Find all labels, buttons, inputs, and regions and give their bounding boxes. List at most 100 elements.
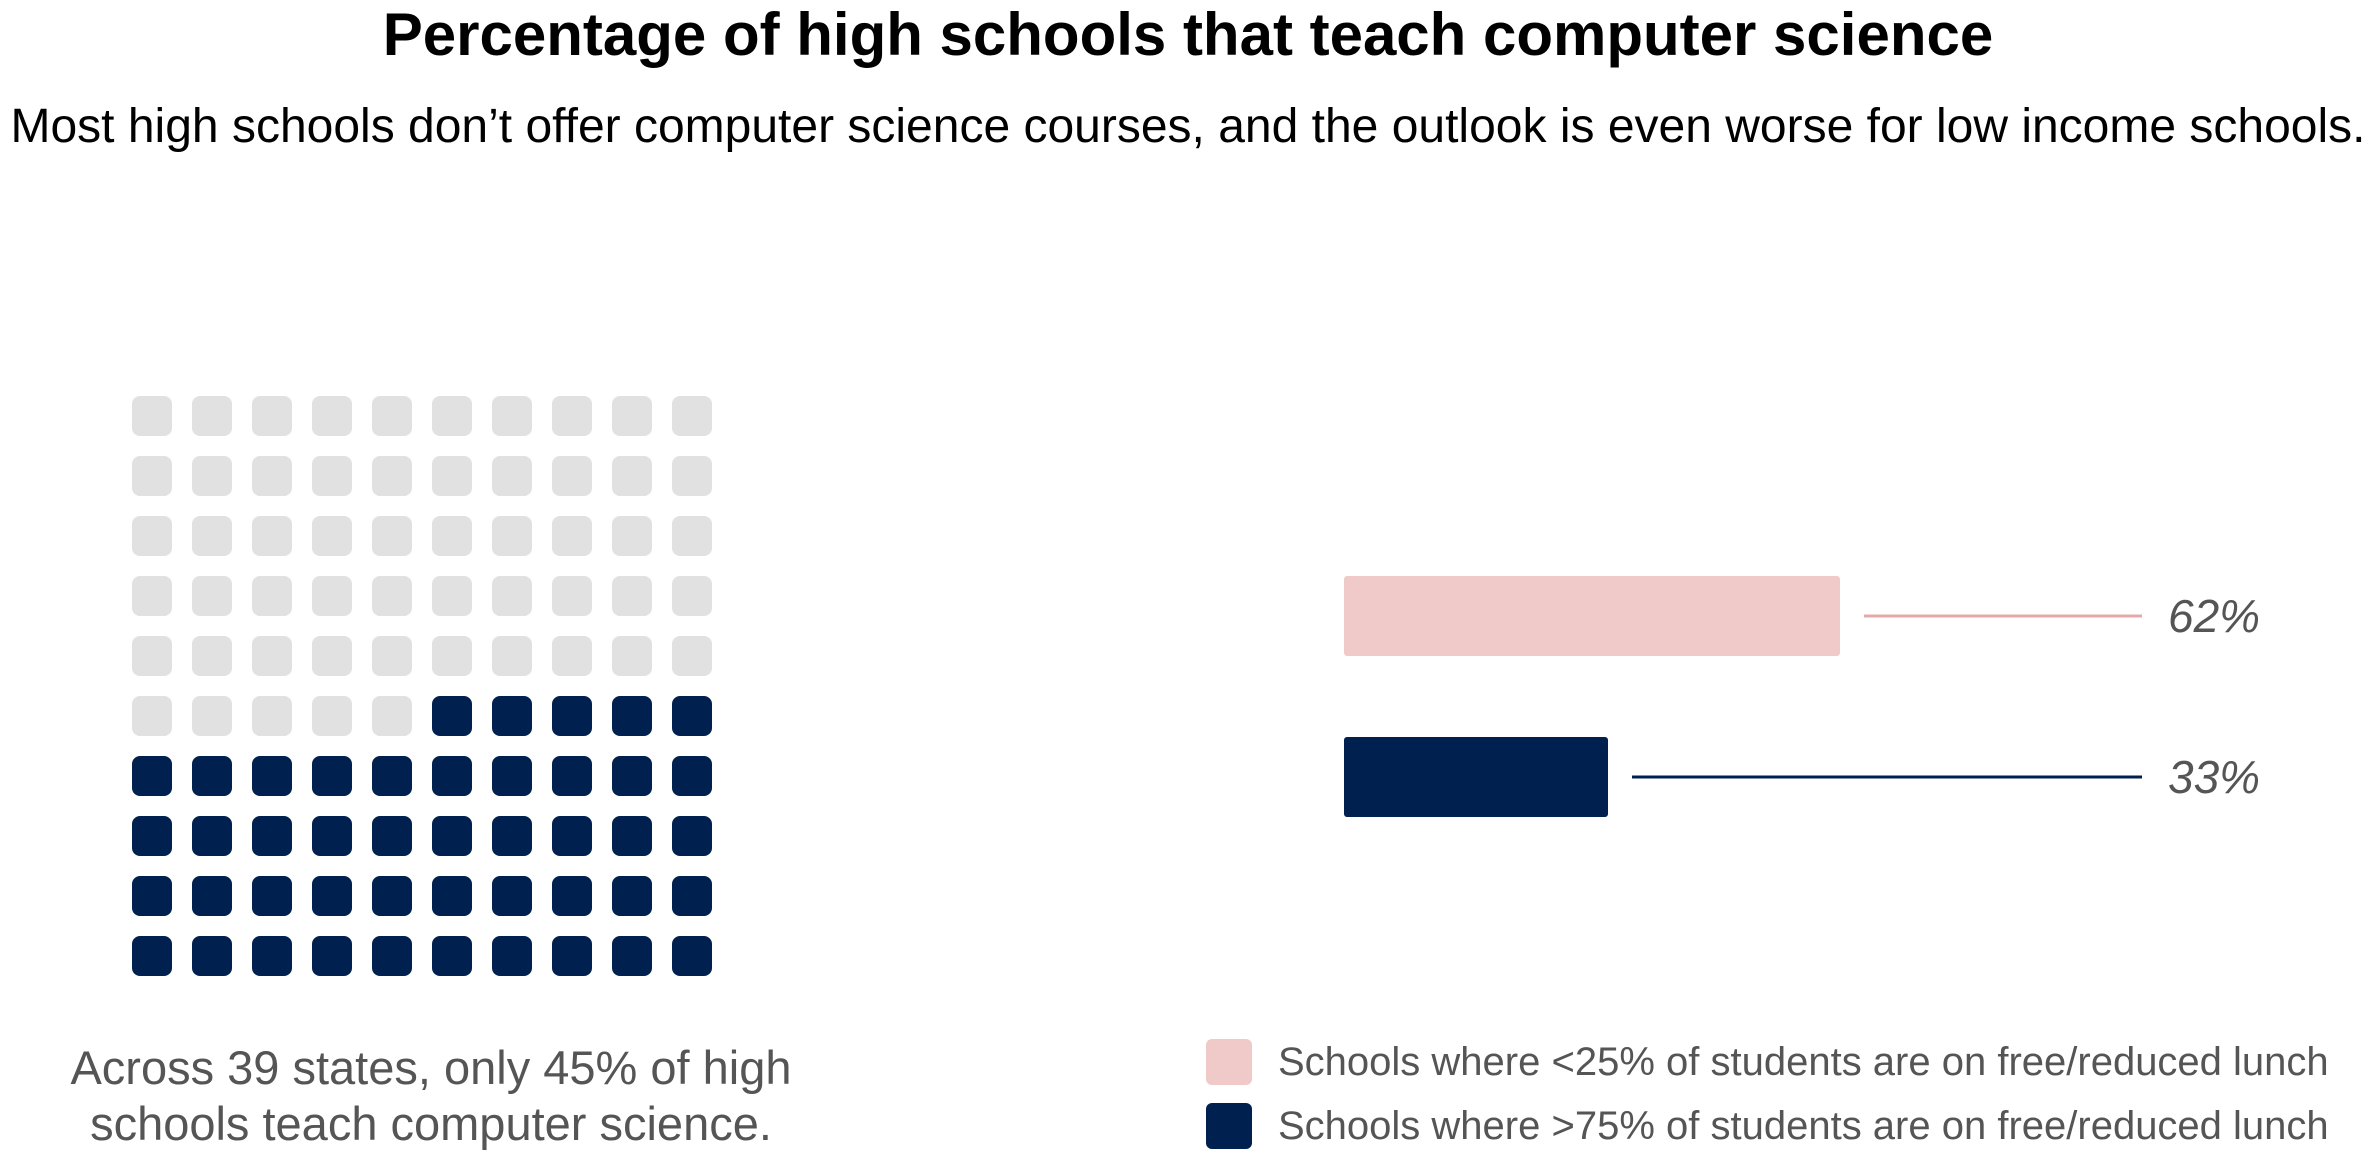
waffle-cell-filled: [672, 756, 712, 796]
waffle-cell-empty: [552, 456, 592, 496]
waffle-cell-filled: [492, 816, 532, 856]
waffle-cell-empty: [612, 456, 652, 496]
waffle-cell-filled: [492, 696, 532, 736]
waffle-cell-empty: [312, 636, 352, 676]
data-label-high-free-lunch: 33%: [2168, 751, 2260, 803]
waffle-cell-empty: [132, 396, 172, 436]
waffle-cell-filled: [552, 696, 592, 736]
waffle-cell-filled: [672, 936, 712, 976]
waffle-cell-filled: [552, 816, 592, 856]
waffle-cell-empty: [432, 456, 472, 496]
waffle-cell-filled: [672, 696, 712, 736]
waffle-cell-empty: [492, 636, 532, 676]
waffle-cell-filled: [552, 756, 592, 796]
waffle-cell-filled: [432, 756, 472, 796]
legend-label-high-free-lunch: Schools where >75% of students are on fr…: [1278, 1103, 2329, 1148]
waffle-cell-filled: [132, 936, 172, 976]
waffle-cell-empty: [192, 456, 232, 496]
legend-swatch-high-free-lunch: [1206, 1103, 1252, 1149]
waffle-cell-filled: [312, 756, 352, 796]
waffle-cell-filled: [132, 756, 172, 796]
waffle-cell-filled: [552, 876, 592, 916]
waffle-cell-filled: [192, 816, 232, 856]
chart-title: Percentage of high schools that teach co…: [382, 1, 1994, 68]
bar-low-free-lunch: [1344, 576, 1840, 656]
waffle-cell-filled: [252, 936, 292, 976]
waffle-cell-filled: [132, 876, 172, 916]
waffle-cell-filled: [492, 936, 532, 976]
waffle-cell-empty: [552, 396, 592, 436]
bar-high-free-lunch: [1344, 737, 1608, 817]
waffle-cell-empty: [672, 636, 712, 676]
waffle-grid: [132, 396, 712, 976]
waffle-cell-filled: [612, 936, 652, 976]
waffle-cell-empty: [612, 396, 652, 436]
waffle-cell-filled: [672, 876, 712, 916]
waffle-cell-filled: [432, 936, 472, 976]
waffle-cell-empty: [672, 576, 712, 616]
waffle-cell-filled: [192, 756, 232, 796]
waffle-cell-empty: [252, 636, 292, 676]
waffle-cell-filled: [312, 876, 352, 916]
waffle-cell-empty: [492, 576, 532, 616]
waffle-cell-empty: [252, 456, 292, 496]
waffle-cell-empty: [492, 396, 532, 436]
waffle-cell-filled: [492, 876, 532, 916]
waffle-cell-filled: [192, 876, 232, 916]
waffle-cell-filled: [372, 756, 412, 796]
waffle-cell-empty: [612, 636, 652, 676]
waffle-cell-filled: [372, 936, 412, 976]
waffle-cell-empty: [312, 696, 352, 736]
waffle-cell-empty: [252, 396, 292, 436]
chart-subtitle: Most high schools don’t offer computer s…: [10, 100, 2366, 153]
waffle-cell-filled: [672, 816, 712, 856]
waffle-cell-filled: [432, 696, 472, 736]
legend-item-high-free-lunch: Schools where >75% of students are on fr…: [1206, 1094, 2366, 1158]
waffle-cell-empty: [132, 696, 172, 736]
waffle-cell-empty: [492, 516, 532, 556]
waffle-cell-empty: [192, 396, 232, 436]
waffle-cell-filled: [612, 876, 652, 916]
waffle-cell-empty: [312, 576, 352, 616]
bar-chart: 62% 33%: [1344, 576, 2260, 817]
waffle-cell-empty: [612, 576, 652, 616]
waffle-cell-empty: [192, 696, 232, 736]
waffle-cell-empty: [132, 576, 172, 616]
waffle-cell-filled: [132, 816, 172, 856]
waffle-cell-empty: [672, 396, 712, 436]
data-label-low-free-lunch: 62%: [2168, 590, 2260, 642]
waffle-cell-filled: [252, 816, 292, 856]
waffle-cell-empty: [132, 516, 172, 556]
waffle-cell-empty: [372, 636, 412, 676]
waffle-cell-empty: [432, 516, 472, 556]
waffle-cell-empty: [252, 696, 292, 736]
waffle-cell-empty: [612, 516, 652, 556]
waffle-cell-empty: [672, 516, 712, 556]
waffle-cell-empty: [252, 576, 292, 616]
waffle-cell-filled: [192, 936, 232, 976]
waffle-cell-empty: [132, 636, 172, 676]
waffle-cell-empty: [312, 456, 352, 496]
waffle-cell-filled: [612, 756, 652, 796]
waffle-cell-empty: [552, 636, 592, 676]
waffle-cell-empty: [492, 456, 532, 496]
legend-item-low-free-lunch: Schools where <25% of students are on fr…: [1206, 1030, 2366, 1094]
waffle-cell-empty: [372, 696, 412, 736]
waffle-cell-empty: [132, 456, 172, 496]
waffle-cell-empty: [432, 576, 472, 616]
waffle-cell-empty: [192, 636, 232, 676]
waffle-cell-empty: [432, 396, 472, 436]
waffle-cell-empty: [192, 576, 232, 616]
waffle-cell-filled: [372, 876, 412, 916]
waffle-cell-filled: [612, 696, 652, 736]
waffle-cell-filled: [552, 936, 592, 976]
legend-swatch-low-free-lunch: [1206, 1039, 1252, 1085]
waffle-cell-filled: [312, 816, 352, 856]
waffle-cell-filled: [432, 816, 472, 856]
waffle-cell-empty: [552, 576, 592, 616]
waffle-cell-empty: [552, 516, 592, 556]
waffle-caption: Across 39 states, only 45% of high schoo…: [70, 1041, 792, 1150]
waffle-cell-empty: [312, 396, 352, 436]
waffle-cell-filled: [372, 816, 412, 856]
